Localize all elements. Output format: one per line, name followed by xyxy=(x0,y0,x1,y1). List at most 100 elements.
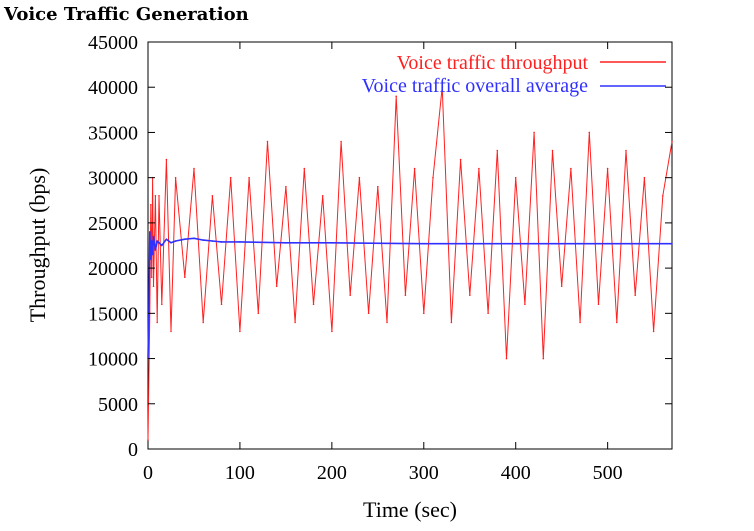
y-tick-label: 40000 xyxy=(88,77,138,99)
data-point xyxy=(441,86,444,88)
data-point xyxy=(671,140,673,143)
data-point xyxy=(303,167,306,170)
data-point xyxy=(450,321,453,324)
x-tick-label: 400 xyxy=(501,462,531,484)
data-point xyxy=(432,176,434,179)
data-point xyxy=(161,303,163,306)
x-tick-label: 0 xyxy=(143,462,153,484)
data-point xyxy=(239,330,241,333)
data-point xyxy=(404,294,407,297)
data-point xyxy=(152,235,155,238)
data-point xyxy=(542,357,545,360)
x-axis-label: Time (sec) xyxy=(363,497,457,522)
data-point xyxy=(184,238,186,240)
y-tick-label: 15000 xyxy=(88,303,138,325)
tick-layer: 0500010000150002000025000300003500040000… xyxy=(88,32,672,484)
y-tick-label: 45000 xyxy=(88,32,138,54)
data-point xyxy=(156,321,158,324)
data-point xyxy=(662,195,664,197)
data-point xyxy=(551,149,554,152)
data-point xyxy=(606,242,609,245)
data-point xyxy=(423,312,425,315)
data-point xyxy=(220,241,223,243)
data-point xyxy=(211,195,214,197)
data-point xyxy=(377,185,379,188)
data-point xyxy=(340,140,342,143)
data-point xyxy=(149,231,151,233)
data-point xyxy=(150,204,152,206)
data-point xyxy=(154,249,157,251)
legend: Voice traffic throughput Voice traffic o… xyxy=(362,52,666,97)
data-point xyxy=(266,140,269,143)
data-point xyxy=(193,237,195,240)
legend-label-throughput: Voice traffic throughput xyxy=(397,52,589,74)
data-point xyxy=(174,176,177,179)
data-point xyxy=(671,242,673,245)
data-point xyxy=(156,240,158,242)
data-point xyxy=(150,240,153,242)
data-point xyxy=(358,176,361,179)
data-point xyxy=(147,439,149,441)
data-point xyxy=(239,241,241,243)
data-point xyxy=(413,167,416,170)
data-point xyxy=(496,149,499,152)
y-tick-label: 25000 xyxy=(88,213,138,235)
data-point xyxy=(184,276,186,279)
data-point xyxy=(154,195,157,197)
y-tick-label: 10000 xyxy=(88,349,138,371)
data-point xyxy=(248,176,250,179)
data-point xyxy=(150,276,153,279)
data-point xyxy=(524,303,526,306)
series-line xyxy=(147,231,672,359)
data-point xyxy=(652,330,655,333)
x-tick-label: 100 xyxy=(225,462,255,484)
data-point xyxy=(331,330,333,333)
legend-label-average: Voice traffic overall average xyxy=(362,75,588,97)
series-throughput xyxy=(147,86,673,441)
data-point xyxy=(616,321,618,324)
data-point xyxy=(367,312,370,315)
data-point xyxy=(634,294,636,297)
data-point xyxy=(606,167,609,170)
y-tick-label: 35000 xyxy=(88,122,138,144)
data-point xyxy=(170,330,172,333)
y-tick-label: 0 xyxy=(128,439,138,461)
data-point xyxy=(514,242,517,245)
x-tick-label: 500 xyxy=(593,462,623,484)
data-point xyxy=(505,357,508,360)
data-point xyxy=(165,158,168,161)
data-point xyxy=(625,149,627,152)
data-point xyxy=(165,238,168,240)
series-layer xyxy=(147,86,673,441)
data-point xyxy=(321,195,324,197)
data-point xyxy=(643,176,646,179)
data-point xyxy=(478,167,480,170)
series-line xyxy=(147,86,673,441)
data-point xyxy=(174,240,177,242)
data-point xyxy=(257,312,260,315)
data-point xyxy=(459,158,462,161)
data-point xyxy=(150,258,152,260)
data-point xyxy=(560,285,563,288)
data-point xyxy=(349,294,352,297)
y-tick-label: 20000 xyxy=(88,258,138,280)
series-average xyxy=(147,231,673,360)
data-point xyxy=(570,167,572,170)
data-point xyxy=(331,242,333,244)
data-point xyxy=(220,303,223,306)
data-point xyxy=(597,303,600,306)
x-tick-label: 300 xyxy=(409,462,439,484)
data-point xyxy=(588,131,591,134)
data-point xyxy=(151,253,154,256)
y-tick-label: 5000 xyxy=(98,394,138,416)
data-point xyxy=(469,294,471,297)
page-title: Voice Traffic Generation xyxy=(4,4,249,25)
x-tick-label: 200 xyxy=(317,462,347,484)
data-point xyxy=(533,131,535,134)
data-point xyxy=(170,242,172,244)
data-point xyxy=(193,167,195,170)
data-point xyxy=(211,240,214,242)
data-point xyxy=(423,242,425,245)
y-axis-label: Throughput (bps) xyxy=(25,168,50,323)
